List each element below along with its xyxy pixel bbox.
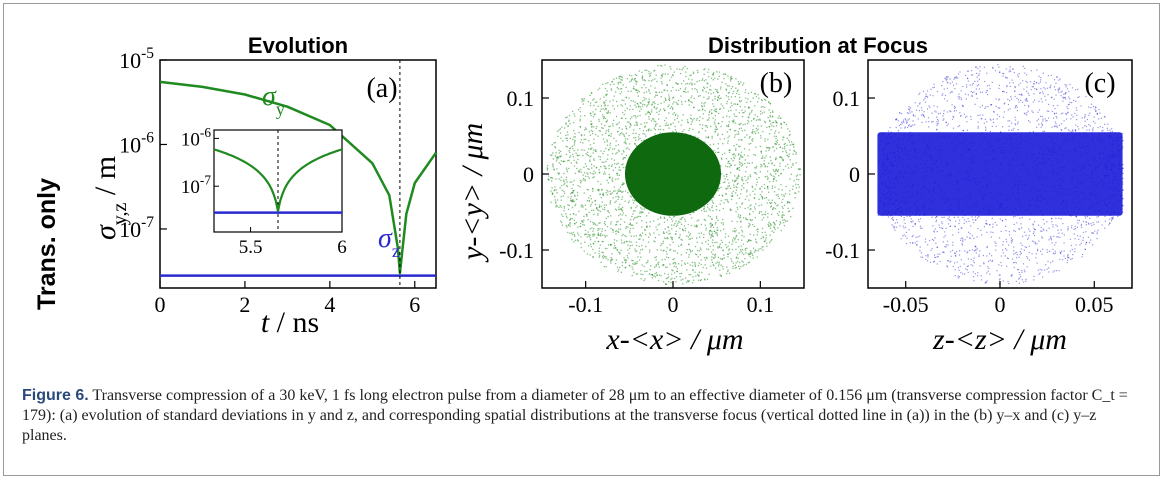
panel-b-ylabel: y-<y> / μm (456, 123, 489, 263)
panel-b-ytick-label: 0.1 (507, 86, 535, 111)
panel-a-xtick-label: 2 (239, 292, 250, 317)
panel-a-ytick-label: 10-7 (119, 214, 154, 242)
inset-ytick-label: 10-6 (181, 125, 211, 151)
series-label-sigma-z: σz (378, 223, 400, 261)
panel-a-yticks: 10-5 10-6 10-7 (119, 45, 167, 242)
panel-b-yticks: 0.1 0 -0.1 (499, 86, 549, 263)
series-sigma-y-line (159, 80, 438, 275)
panel-b-xlabel: x-<x> / μm (605, 323, 743, 356)
series-label-sigma-z-main: σ (378, 223, 393, 254)
panel-b-plot (546, 64, 801, 285)
figure-frame (3, 3, 1160, 476)
inset-ytick-label: 10-7 (181, 173, 211, 199)
inset-sigma-y-line (213, 148, 343, 212)
panel-a-plot (159, 60, 438, 288)
panel-a-xtick-label: 6 (409, 292, 420, 317)
panel-c-tag: (c) (1084, 68, 1115, 99)
series-label-sigma-y-main: σ (262, 81, 277, 112)
inset-plot (213, 130, 343, 232)
caption-text: Transverse compression of a 30 keV, 1 fs… (22, 387, 1128, 444)
panel-a-xlabel-var: t (261, 306, 270, 339)
panel-c-core (877, 132, 1123, 216)
panel-b-ytick-label: 0 (523, 162, 534, 187)
panel-a-xlabel: t / ns (261, 306, 319, 339)
panel-b-title: Distribution at Focus (708, 33, 928, 58)
panel-a-ylabel-unit: / m (89, 156, 122, 203)
panel-a-ylabel-sub: y,z (109, 203, 131, 226)
panel-a-ylabel: σy,z / m (89, 156, 131, 240)
panel-c-ytick-label: -0.1 (825, 238, 860, 263)
panel-a-xlabel-unit: / ns (269, 306, 319, 339)
panel-a-tag: (a) (366, 73, 397, 104)
figure-plots: Trans. only Evolution σy,z / m (a) 10-51… (33, 33, 1133, 356)
row-label: Trans. only (33, 178, 61, 310)
svg-text:σy,z / m: σy,z / m (89, 156, 131, 240)
series-label-sigma-y-sub: y (276, 99, 285, 119)
inset-xtick-label: 6 (337, 237, 347, 258)
panel-c-xtick-label: 0.05 (1075, 292, 1114, 317)
panel-c-xlabel: z-<z> / μm (932, 323, 1067, 356)
panel-b-xtick-label: 0 (668, 292, 679, 317)
panel-b-xticks: -0.1 0 0.1 (568, 281, 774, 317)
panel-a-xtick-label: 4 (324, 292, 335, 317)
panel-a-title: Evolution (248, 33, 348, 58)
panel-c-xtick-label: 0 (995, 292, 1006, 317)
inset-yticks: 10-6 10-7 (181, 125, 219, 198)
inset-xtick-label: 5.5 (239, 237, 263, 258)
panel-c-xtick-label: -0.05 (883, 292, 929, 317)
panel-a-ylabel-main: σ (89, 224, 122, 240)
panel-a-ytick-label: 10-5 (119, 45, 154, 73)
panel-b-xtick-label: -0.1 (568, 292, 603, 317)
panel-a-xtick-label: 0 (155, 292, 166, 317)
caption-label: Figure 6. (22, 387, 89, 404)
panel-c-yticks: 0.1 0 -0.1 (825, 86, 875, 263)
panel-a-frame (159, 59, 437, 289)
panel-b-tag: (b) (760, 68, 793, 99)
panel-b-xtick-label: 0.1 (747, 292, 775, 317)
panel-b-core (624, 132, 722, 216)
figure-caption: Figure 6. Transverse compression of a 30… (22, 386, 1142, 446)
panel-c-plot (877, 64, 1124, 285)
series-label-sigma-y: σy (262, 81, 285, 119)
series-label-sigma-z-sub: z (392, 241, 400, 261)
panel-c-ytick-label: 0.1 (833, 86, 861, 111)
panel-a-ytick-label: 10-6 (119, 130, 154, 158)
panel-a-xticks: 0 2 4 6 (155, 281, 420, 317)
panel-c-ytick-label: 0 (849, 162, 860, 187)
panel-c-xticks: -0.05 0 0.05 (883, 281, 1114, 317)
panel-b-ytick-label: -0.1 (499, 238, 534, 263)
inset-xticks: 5.5 6 (239, 227, 347, 258)
